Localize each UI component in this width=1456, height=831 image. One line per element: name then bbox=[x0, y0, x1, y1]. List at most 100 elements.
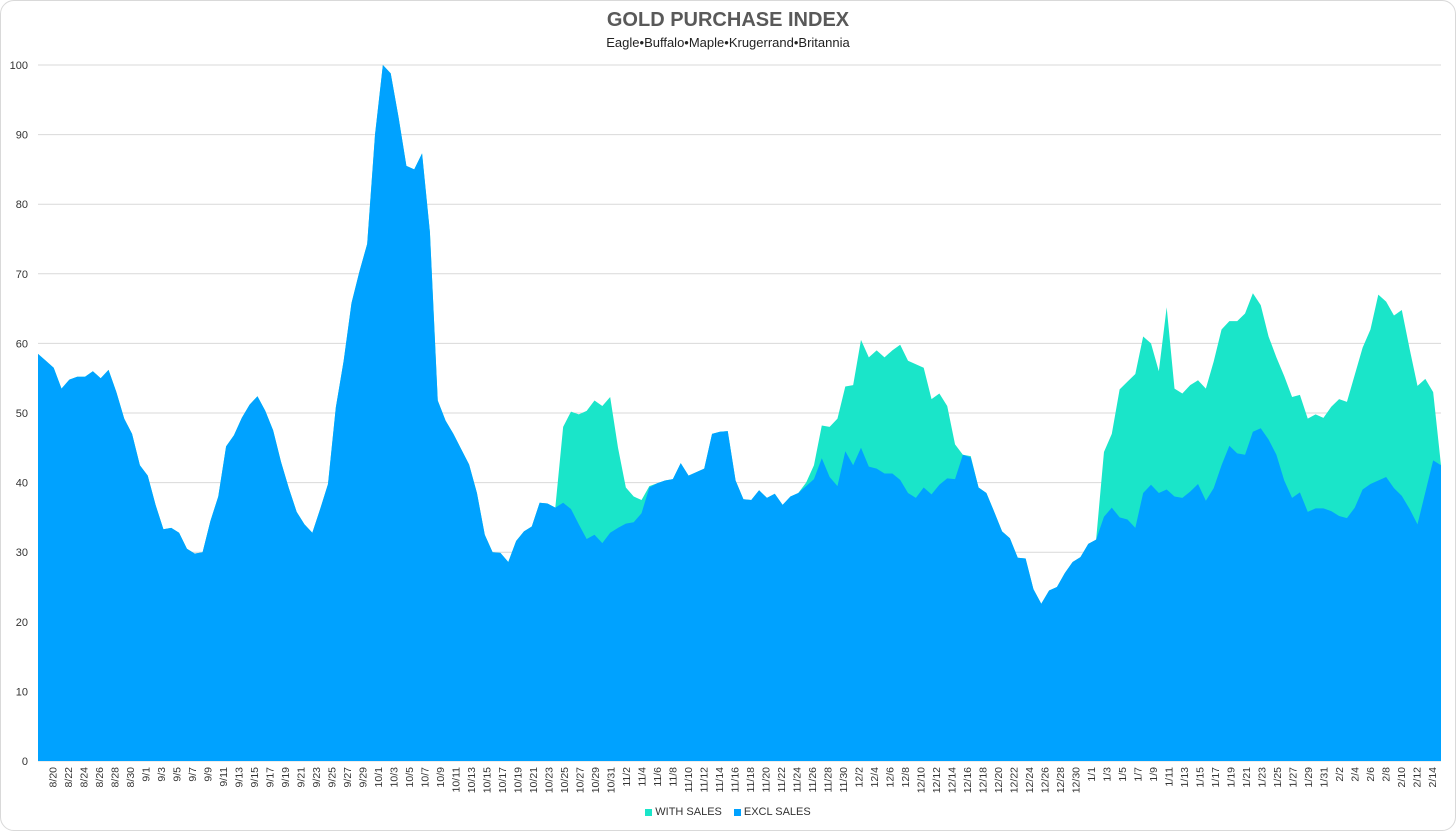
x-tick-label: 8/24 bbox=[78, 767, 90, 788]
x-tick-label: 11/2 bbox=[621, 767, 633, 787]
x-tick-label: 12/12 bbox=[931, 767, 943, 793]
x-tick-label: 9/21 bbox=[295, 767, 307, 788]
y-tick-label: 90 bbox=[16, 130, 28, 142]
x-tick-label: 11/18 bbox=[745, 767, 757, 793]
x-tick-label: 10/5 bbox=[404, 767, 416, 788]
x-tick-label: 11/26 bbox=[807, 767, 819, 793]
x-tick-label: 10/29 bbox=[590, 767, 602, 793]
x-tick-label: 8/20 bbox=[47, 767, 59, 788]
y-tick-label: 80 bbox=[16, 199, 28, 211]
x-tick-label: 2/8 bbox=[1380, 767, 1392, 782]
y-tick-label: 100 bbox=[10, 60, 28, 72]
x-tick-label: 1/3 bbox=[1101, 767, 1113, 782]
x-tick-label: 9/3 bbox=[156, 767, 168, 782]
x-tick-label: 8/22 bbox=[63, 767, 75, 788]
x-tick-label: 11/12 bbox=[698, 767, 710, 793]
x-tick-label: 12/30 bbox=[1070, 767, 1082, 793]
legend-label: EXCL SALES bbox=[743, 806, 811, 819]
x-tick-label: 10/13 bbox=[466, 767, 478, 793]
x-tick-label: 1/1 bbox=[1086, 767, 1098, 782]
x-tick-label: 12/22 bbox=[1008, 767, 1020, 793]
x-tick-label: 10/7 bbox=[419, 767, 431, 788]
x-tick-label: 1/21 bbox=[1241, 767, 1253, 788]
x-tick-label: 11/6 bbox=[652, 767, 664, 787]
y-tick-label: 10 bbox=[16, 686, 28, 698]
x-tick-label: 10/15 bbox=[481, 767, 493, 793]
x-tick-label: 12/4 bbox=[869, 767, 881, 788]
y-tick-label: 40 bbox=[16, 478, 28, 490]
x-tick-label: 12/10 bbox=[915, 767, 927, 793]
x-tick-label: 1/17 bbox=[1210, 767, 1222, 788]
x-tick-label: 10/25 bbox=[559, 767, 571, 793]
legend-item: WITH SALES bbox=[645, 806, 722, 818]
x-tick-label: 11/22 bbox=[776, 767, 788, 793]
x-tick-label: 12/28 bbox=[1055, 767, 1067, 793]
x-tick-label: 1/13 bbox=[1179, 767, 1191, 788]
y-tick-label: 70 bbox=[16, 269, 28, 281]
x-tick-label: 9/9 bbox=[202, 767, 214, 782]
series-areas bbox=[38, 65, 1441, 761]
x-tick-label: 9/27 bbox=[342, 767, 354, 788]
x-tick-label: 12/14 bbox=[946, 767, 958, 793]
x-tick-label: 1/5 bbox=[1117, 767, 1129, 782]
x-tick-label: 9/7 bbox=[187, 767, 199, 782]
x-tick-label: 12/8 bbox=[900, 767, 912, 788]
x-tick-label: 11/20 bbox=[760, 767, 772, 793]
x-tick-label: 1/23 bbox=[1256, 767, 1268, 788]
x-tick-label: 8/28 bbox=[109, 767, 121, 788]
x-tick-label: 1/31 bbox=[1318, 767, 1330, 788]
x-tick-label: 1/29 bbox=[1303, 767, 1315, 788]
y-tick-label: 0 bbox=[22, 756, 28, 768]
x-tick-label: 12/16 bbox=[962, 767, 974, 793]
x-tick-label: 11/16 bbox=[729, 767, 741, 793]
x-tick-label: 12/18 bbox=[977, 767, 989, 793]
x-tick-label: 2/12 bbox=[1411, 767, 1423, 788]
x-tick-label: 9/25 bbox=[326, 767, 338, 788]
x-tick-label: 1/25 bbox=[1272, 767, 1284, 788]
x-tick-label: 1/15 bbox=[1194, 767, 1206, 788]
y-tick-label: 20 bbox=[16, 617, 28, 629]
x-tick-label: 12/26 bbox=[1039, 767, 1051, 793]
x-tick-label: 9/15 bbox=[249, 767, 261, 788]
x-tick-label: 9/13 bbox=[233, 767, 245, 788]
legend: WITH SALES EXCL SALES bbox=[0, 806, 1456, 818]
y-tick-label: 60 bbox=[16, 338, 28, 350]
x-tick-label: 9/17 bbox=[264, 767, 276, 788]
x-tick-label: 2/10 bbox=[1396, 767, 1408, 788]
x-tick-label: 11/4 bbox=[636, 767, 648, 787]
legend-label: WITH SALES bbox=[655, 806, 722, 819]
legend-swatch bbox=[733, 808, 741, 816]
x-tick-label: 8/26 bbox=[94, 767, 106, 788]
x-tick-label: 1/9 bbox=[1148, 767, 1160, 782]
x-tick-label: 9/1 bbox=[140, 767, 152, 782]
x-tick-label: 11/24 bbox=[791, 767, 803, 793]
x-tick-label: 12/24 bbox=[1024, 767, 1036, 793]
x-tick-label: 1/7 bbox=[1132, 767, 1144, 782]
x-tick-label: 9/11 bbox=[218, 767, 230, 787]
x-tick-label: 12/2 bbox=[853, 767, 865, 788]
x-tick-label: 8/30 bbox=[125, 767, 137, 788]
y-axis: 0 10 20 30 40 50 60 70 80 90 100 bbox=[10, 60, 28, 768]
x-tick-label: 2/14 bbox=[1427, 767, 1439, 788]
x-tick-label: 11/30 bbox=[838, 767, 850, 793]
x-tick-label: 2/2 bbox=[1334, 767, 1346, 782]
x-tick-label: 2/4 bbox=[1349, 767, 1361, 782]
x-tick-label: 9/29 bbox=[357, 767, 369, 788]
series-area-excl-sales bbox=[38, 65, 1441, 761]
x-tick-label: 9/5 bbox=[171, 767, 183, 782]
x-tick-label: 11/8 bbox=[667, 767, 679, 787]
y-tick-label: 30 bbox=[16, 547, 28, 559]
x-tick-label: 11/28 bbox=[822, 767, 834, 793]
x-tick-label: 2/6 bbox=[1365, 767, 1377, 782]
x-tick-label: 9/19 bbox=[280, 767, 292, 788]
x-tick-label: 10/17 bbox=[497, 767, 509, 793]
x-tick-label: 10/11 bbox=[450, 767, 462, 793]
x-tick-label: 10/31 bbox=[605, 767, 617, 793]
legend-item: EXCL SALES bbox=[733, 806, 811, 819]
x-tick-label: 10/9 bbox=[435, 767, 447, 788]
chart-subtitle: Eagle•Buffalo•Maple•Krugerrand•Britannia bbox=[606, 35, 850, 50]
x-tick-label: 10/23 bbox=[543, 767, 555, 793]
x-tick-label: 10/19 bbox=[512, 767, 524, 793]
legend-swatch bbox=[645, 808, 653, 816]
